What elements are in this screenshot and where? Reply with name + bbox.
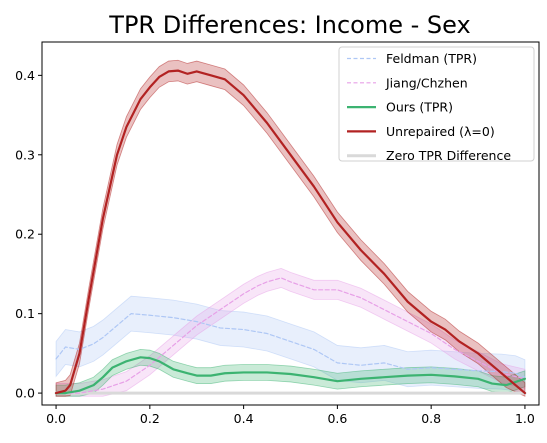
x-tick-label: 0.2	[140, 411, 160, 426]
unrepaired-0-line	[54, 69, 527, 395]
x-tick-label: 0.4	[234, 411, 254, 426]
legend-label: Zero TPR Difference	[386, 148, 511, 163]
y-tick-label: 0.1	[15, 306, 35, 321]
series-lines	[54, 69, 527, 395]
y-tick-label: 0.4	[15, 68, 35, 83]
legend-box	[338, 46, 535, 162]
legend: Feldman (TPR) Jiang/Chzhen Ours (TPR) Unrep…	[338, 46, 535, 163]
x-axis: 0.0 0.2 0.4 0.6 0.8 1.0	[46, 405, 535, 426]
legend-label: Ours (TPR)	[386, 100, 453, 115]
legend-label: Unrepaired (λ=0)	[386, 124, 495, 139]
y-axis: 0.0 0.1 0.2 0.3 0.4	[15, 68, 42, 401]
legend-label: Feldman (TPR)	[386, 51, 477, 66]
chart-title: TPR Differences: Income - Sex	[108, 11, 470, 39]
jiang-chzhen-line	[55, 277, 526, 394]
unrepaired-0-band	[55, 59, 526, 397]
x-tick-label: 0.8	[421, 411, 441, 426]
x-tick-label: 0.6	[327, 411, 347, 426]
plot-frame	[41, 41, 540, 406]
y-tick-label: 0.2	[15, 227, 35, 242]
x-tick-label: 1.0	[515, 411, 535, 426]
ours-tpr-line	[54, 356, 527, 395]
feldman-tpr-line	[55, 313, 526, 378]
confidence-bands	[55, 59, 526, 397]
y-tick-label: 0.0	[15, 386, 35, 401]
legend-label: Jiang/Chzhen	[385, 75, 468, 90]
x-tick-label: 0.0	[46, 411, 66, 426]
y-tick-label: 0.3	[15, 147, 35, 162]
